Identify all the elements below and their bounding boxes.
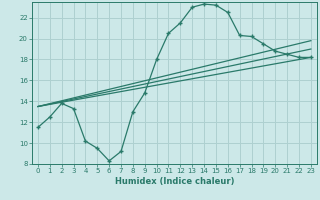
X-axis label: Humidex (Indice chaleur): Humidex (Indice chaleur) bbox=[115, 177, 234, 186]
